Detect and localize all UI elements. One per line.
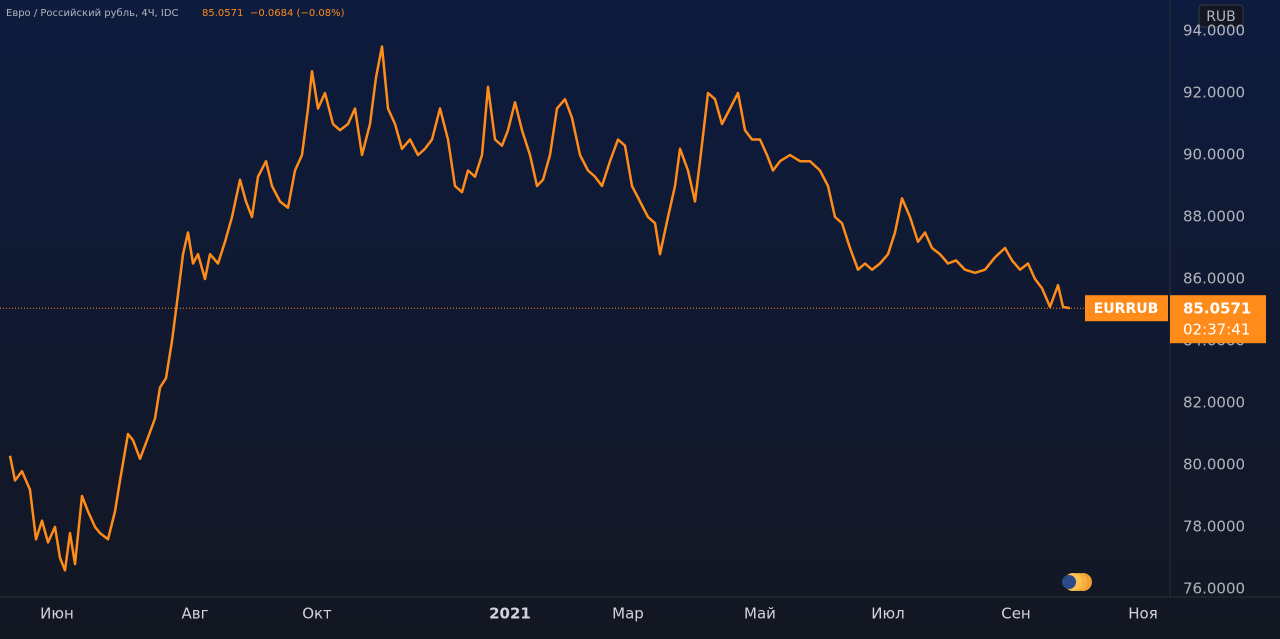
x-tick-label: Авг xyxy=(182,605,209,623)
x-tick-label: Мар xyxy=(612,605,644,623)
x-tick-label: Май xyxy=(744,605,776,623)
x-tick-label: Ноя xyxy=(1128,605,1157,623)
symbol-tag-label: EURRUB xyxy=(1094,301,1159,317)
symbol-tag xyxy=(1085,295,1168,322)
y-tick-label: 90.0000 xyxy=(1183,145,1245,163)
y-tick-label: 82.0000 xyxy=(1183,393,1245,411)
x-tick-label: Июл xyxy=(871,605,904,623)
x-tick-label: 2021 xyxy=(489,605,531,623)
y-tick-label: 88.0000 xyxy=(1183,207,1245,225)
header-price: 85.0571 xyxy=(202,8,243,19)
x-tick-label: Окт xyxy=(302,605,332,623)
y-tick-label: 86.0000 xyxy=(1183,269,1245,287)
y-tick-label: 78.0000 xyxy=(1183,517,1245,535)
y-tick-label: 92.0000 xyxy=(1183,83,1245,101)
currency-box[interactable] xyxy=(1198,4,1244,28)
price-line xyxy=(8,45,1071,572)
y-tick-label: 80.0000 xyxy=(1183,455,1245,473)
y-tick-label: 94.0000 xyxy=(1183,21,1245,39)
logo xyxy=(1062,573,1092,591)
currency-label[interactable]: RUB xyxy=(1206,9,1236,25)
symbol-title: Евро / Российский рубль, 4Ч, IDC xyxy=(6,8,179,19)
price-tag-label: 85.0571 xyxy=(1183,300,1251,318)
price-tag xyxy=(1170,295,1266,344)
y-tick-label: 76.0000 xyxy=(1183,579,1245,597)
countdown-label: 02:37:41 xyxy=(1183,321,1250,339)
x-tick-label: Июн xyxy=(40,605,74,623)
x-tick-label: Сен xyxy=(1001,605,1031,623)
header-change: −0.0684 (−0.08%) xyxy=(250,8,345,19)
